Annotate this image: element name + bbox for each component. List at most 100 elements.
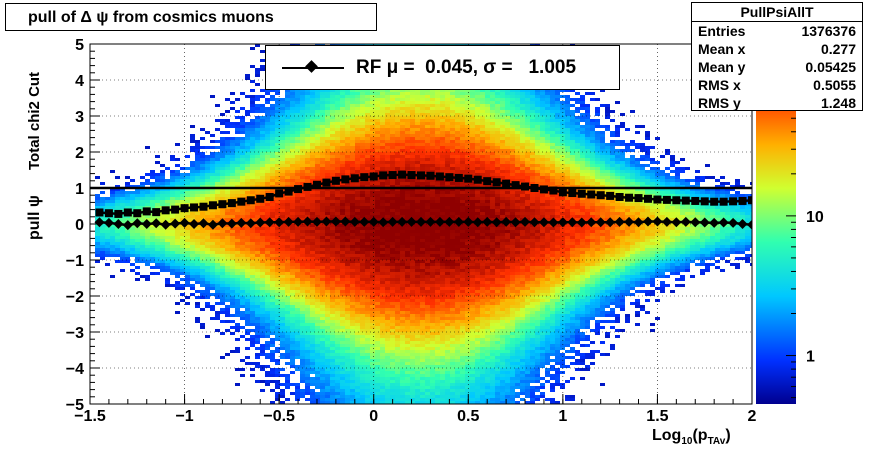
- heatmap-cell: [400, 110, 405, 113]
- heatmap-cell: [355, 275, 360, 278]
- heatmap-cell: [400, 158, 405, 161]
- heatmap-cell: [200, 272, 205, 275]
- heatmap-cell: [350, 278, 355, 281]
- heatmap-cell: [270, 245, 275, 248]
- heatmap-cell: [345, 266, 350, 269]
- heatmap-cell: [300, 143, 305, 146]
- heatmap-cell: [370, 347, 375, 350]
- heatmap-cell: [325, 266, 330, 269]
- heatmap-cell: [105, 227, 110, 230]
- heatmap-cell: [350, 353, 355, 356]
- heatmap-cell: [355, 149, 360, 152]
- heatmap-cell: [150, 200, 155, 203]
- heatmap-cell: [330, 353, 335, 356]
- heatmap-cell: [345, 119, 350, 122]
- heatmap-cell: [310, 236, 315, 239]
- heatmap-cell: [200, 251, 205, 254]
- heatmap-cell: [405, 383, 410, 386]
- heatmap-cell: [195, 191, 200, 194]
- heatmap-cell: [315, 266, 320, 269]
- heatmap-cell: [235, 269, 240, 272]
- heatmap-cell: [255, 215, 260, 218]
- heatmap-cell: [410, 188, 415, 191]
- heatmap-cell: [305, 245, 310, 248]
- heatmap-cell: [285, 185, 290, 188]
- heatmap-cell: [290, 236, 295, 239]
- heatmap-cell: [335, 239, 340, 242]
- heatmap-cell: [395, 260, 400, 263]
- heatmap-cell: [385, 101, 390, 104]
- heatmap-cell: [295, 215, 300, 218]
- heatmap-cell: [215, 245, 220, 248]
- heatmap-cell: [295, 383, 300, 386]
- heatmap-cell: [350, 308, 355, 311]
- heatmap-cell: [285, 140, 290, 143]
- heatmap-cell: [250, 101, 255, 104]
- heatmap-cell: [300, 134, 305, 137]
- heatmap-cell: [400, 131, 405, 134]
- heatmap-cell: [325, 194, 330, 197]
- heatmap-cell: [285, 308, 290, 311]
- heatmap-cell: [385, 203, 390, 206]
- heatmap-cell: [385, 278, 390, 281]
- heatmap-cell: [300, 347, 305, 350]
- heatmap-cell: [160, 236, 165, 239]
- heatmap-cell: [370, 185, 375, 188]
- heatmap-cell: [325, 122, 330, 125]
- heatmap-cell: [220, 158, 225, 161]
- heatmap-cell: [180, 263, 185, 266]
- heatmap-cell: [285, 380, 290, 383]
- heatmap-cell: [130, 248, 135, 251]
- heatmap-cell: [100, 203, 105, 206]
- heatmap-cell: [260, 308, 265, 311]
- heatmap-cell: [130, 251, 135, 254]
- heatmap-cell: [290, 167, 295, 170]
- heatmap-cell: [340, 347, 345, 350]
- heatmap-cell: [310, 383, 315, 386]
- heatmap-cell: [355, 347, 360, 350]
- heatmap-cell: [150, 236, 155, 239]
- heatmap-cell: [410, 122, 415, 125]
- heatmap-cell: [310, 215, 315, 218]
- heatmap-cell: [320, 356, 325, 359]
- heatmap-cell: [390, 128, 395, 131]
- heatmap-cell: [325, 176, 330, 179]
- heatmap-cell: [400, 338, 405, 341]
- heatmap-cell: [265, 287, 270, 290]
- heatmap-cell: [175, 254, 180, 257]
- heatmap-cell: [160, 266, 165, 269]
- heatmap-cell: [405, 305, 410, 308]
- heatmap-cell: [405, 248, 410, 251]
- heatmap-cell: [325, 230, 330, 233]
- heatmap-cell: [230, 185, 235, 188]
- heatmap-cell: [185, 182, 190, 185]
- heatmap-cell: [180, 194, 185, 197]
- heatmap-cell: [385, 269, 390, 272]
- heatmap-cell: [275, 248, 280, 251]
- heatmap-cell: [175, 185, 180, 188]
- heatmap-cell: [250, 203, 255, 206]
- heatmap-cell: [115, 245, 120, 248]
- heatmap-cell: [395, 398, 400, 401]
- heatmap-cell: [275, 311, 280, 314]
- heatmap-cell: [335, 200, 340, 203]
- heatmap-cell: [375, 152, 380, 155]
- heatmap-cell: [370, 152, 375, 155]
- heatmap-cell: [305, 263, 310, 266]
- heatmap-cell: [150, 260, 155, 263]
- heatmap-cell: [355, 230, 360, 233]
- heatmap-cell: [185, 245, 190, 248]
- heatmap-cell: [385, 236, 390, 239]
- heatmap-cell: [220, 308, 225, 311]
- heatmap-cell: [220, 176, 225, 179]
- heatmap-cell: [265, 281, 270, 284]
- heatmap-cell: [320, 125, 325, 128]
- heatmap-cell: [230, 107, 235, 110]
- heatmap-cell: [250, 254, 255, 257]
- heatmap-cell: [305, 143, 310, 146]
- heatmap-cell: [320, 362, 325, 365]
- heatmap-cell: [315, 401, 320, 404]
- heatmap-cell: [380, 341, 385, 344]
- heatmap-cell: [210, 167, 215, 170]
- heatmap-cell: [240, 275, 245, 278]
